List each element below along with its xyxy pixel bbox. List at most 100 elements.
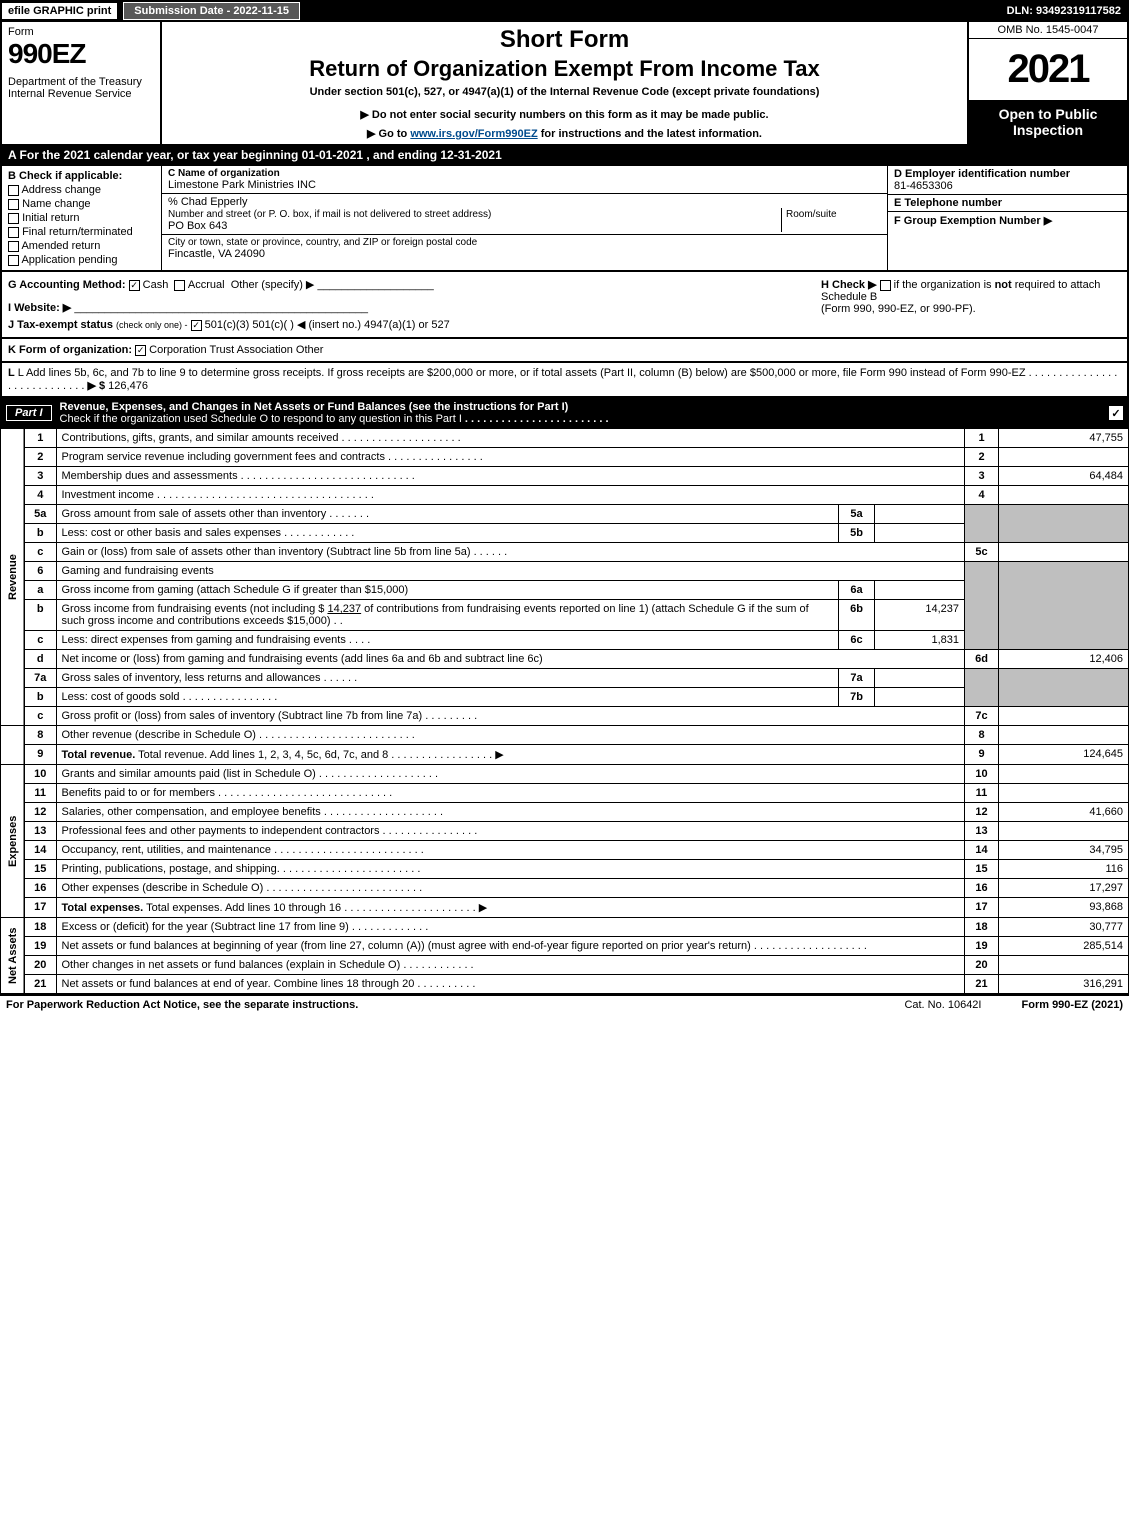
- street-label: Number and street (or P. O. box, if mail…: [168, 209, 491, 220]
- line-num: 5a: [24, 505, 56, 524]
- checkbox-icon[interactable]: ✓: [191, 320, 202, 331]
- line-num: 3: [24, 467, 56, 486]
- submission-date-button[interactable]: Submission Date - 2022-11-15: [123, 2, 300, 20]
- line-desc: Net assets or fund balances at end of ye…: [56, 975, 965, 994]
- row-k: K Form of organization: ✓ Corporation Tr…: [0, 339, 1129, 363]
- row-g: G Accounting Method: ✓ Cash Accrual Othe…: [8, 278, 821, 331]
- tel-label: E Telephone number: [894, 197, 1002, 209]
- line-num: b: [24, 524, 56, 543]
- sub-line-val: 1,831: [875, 631, 965, 650]
- line-num: 11: [24, 784, 56, 803]
- line-desc: Program service revenue including govern…: [56, 448, 965, 467]
- sub-line-val: 14,237: [875, 600, 965, 631]
- line-num: 19: [24, 937, 56, 956]
- line-num: c: [24, 707, 56, 726]
- line-desc: Gaming and fundraising events: [56, 562, 965, 581]
- shaded-cell: [965, 505, 999, 543]
- line-desc: Total expenses. Total expenses. Add line…: [56, 898, 965, 918]
- line-num: b: [24, 600, 56, 631]
- chk-label: Application pending: [21, 254, 117, 266]
- line-num: 12: [24, 803, 56, 822]
- chk-address-change: Address change: [8, 184, 155, 196]
- department-label: Department of the Treasury Internal Reve…: [8, 76, 154, 100]
- accrual-label: Accrual: [188, 279, 225, 291]
- line-val: 34,795: [999, 841, 1129, 860]
- k-label: K Form of organization:: [8, 344, 132, 356]
- line-num: 13: [24, 822, 56, 841]
- part1-title: Revenue, Expenses, and Changes in Net As…: [60, 401, 1109, 425]
- under-section: Under section 501(c), 527, or 4947(a)(1)…: [170, 86, 959, 98]
- top-bar: efile GRAPHIC print Submission Date - 20…: [0, 0, 1129, 22]
- part1-label: Part I: [6, 405, 52, 421]
- chk-label: Amended return: [21, 240, 100, 252]
- l-text: L Add lines 5b, 6c, and 7b to line 9 to …: [18, 367, 1026, 379]
- open-to-public: Open to Public Inspection: [969, 100, 1127, 144]
- sub-line-num: 5b: [839, 524, 875, 543]
- other-label: Other (specify) ▶: [231, 279, 315, 291]
- group-exemption-block: F Group Exemption Number ▶: [888, 212, 1127, 270]
- line-desc: Contributions, gifts, grants, and simila…: [56, 429, 965, 448]
- checkbox-icon[interactable]: [8, 213, 19, 224]
- line-val: 41,660: [999, 803, 1129, 822]
- chk-initial-return: Initial return: [8, 212, 155, 224]
- sub-line-val: [875, 505, 965, 524]
- checkbox-icon[interactable]: [8, 185, 19, 196]
- sub-line-val: [875, 581, 965, 600]
- line-val: 47,755: [999, 429, 1129, 448]
- row-gh: G Accounting Method: ✓ Cash Accrual Othe…: [0, 272, 1129, 339]
- fundraising-amount: 14,237: [327, 603, 361, 615]
- line-val: [999, 486, 1129, 505]
- line-desc: Gross amount from sale of assets other t…: [56, 505, 839, 524]
- checkbox-icon[interactable]: [8, 255, 19, 266]
- line-desc: Other expenses (describe in Schedule O) …: [56, 879, 965, 898]
- line-val: 316,291: [999, 975, 1129, 994]
- ein-block: D Employer identification number 81-4653…: [888, 166, 1127, 195]
- city-block: City or town, state or province, country…: [162, 235, 887, 262]
- line-numcol: 19: [965, 937, 999, 956]
- lines-table: Revenue 1 Contributions, gifts, grants, …: [0, 428, 1129, 994]
- line-numcol: 10: [965, 765, 999, 784]
- line-num: 1: [24, 429, 56, 448]
- column-b: B Check if applicable: Address change Na…: [2, 166, 162, 270]
- city-value: Fincastle, VA 24090: [168, 248, 881, 260]
- header-left: Form 990EZ Department of the Treasury In…: [2, 22, 162, 144]
- efile-button[interactable]: efile GRAPHIC print: [0, 1, 119, 21]
- line-desc: Salaries, other compensation, and employ…: [56, 803, 965, 822]
- checkbox-icon[interactable]: [8, 227, 19, 238]
- part1-check-text: Check if the organization used Schedule …: [60, 413, 462, 425]
- sub-line-num: 6a: [839, 581, 875, 600]
- sub-line-val: [875, 688, 965, 707]
- line-numcol: 1: [965, 429, 999, 448]
- chk-label: Final return/terminated: [22, 226, 133, 238]
- part1-title-text: Revenue, Expenses, and Changes in Net As…: [60, 401, 569, 413]
- line-numcol: 13: [965, 822, 999, 841]
- checkbox-icon[interactable]: [8, 199, 19, 210]
- line-desc: Gross profit or (loss) from sales of inv…: [56, 707, 965, 726]
- line-numcol: 5c: [965, 543, 999, 562]
- address-block: % Chad Epperly Number and street (or P. …: [162, 194, 887, 235]
- checkbox-icon[interactable]: [8, 241, 19, 252]
- h-text1: H Check ▶: [821, 279, 877, 291]
- line-num: 17: [24, 898, 56, 918]
- chk-label: Initial return: [22, 212, 79, 224]
- line-num: 8: [24, 726, 56, 745]
- checkbox-icon[interactable]: [880, 280, 891, 291]
- column-c: C Name of organization Limestone Park Mi…: [162, 166, 887, 270]
- care-of: % Chad Epperly: [168, 196, 881, 208]
- line-numcol: 6d: [965, 650, 999, 669]
- checkbox-icon[interactable]: [174, 280, 185, 291]
- checkbox-icon[interactable]: ✓: [129, 280, 140, 291]
- line-num: 14: [24, 841, 56, 860]
- checkbox-icon[interactable]: ✓: [135, 345, 146, 356]
- column-d: D Employer identification number 81-4653…: [887, 166, 1127, 270]
- checkbox-icon[interactable]: ✓: [1109, 406, 1123, 420]
- irs-link[interactable]: www.irs.gov/Form990EZ: [410, 128, 537, 140]
- line-numcol: 8: [965, 726, 999, 745]
- b-label: B Check if applicable:: [8, 170, 155, 182]
- line-desc: Less: direct expenses from gaming and fu…: [56, 631, 839, 650]
- ein-value: 81-4653306: [894, 180, 1121, 192]
- line-desc: Gross sales of inventory, less returns a…: [56, 669, 839, 688]
- line-val: [999, 956, 1129, 975]
- line-numcol: 9: [965, 745, 999, 765]
- netassets-side-label: Net Assets: [1, 918, 25, 994]
